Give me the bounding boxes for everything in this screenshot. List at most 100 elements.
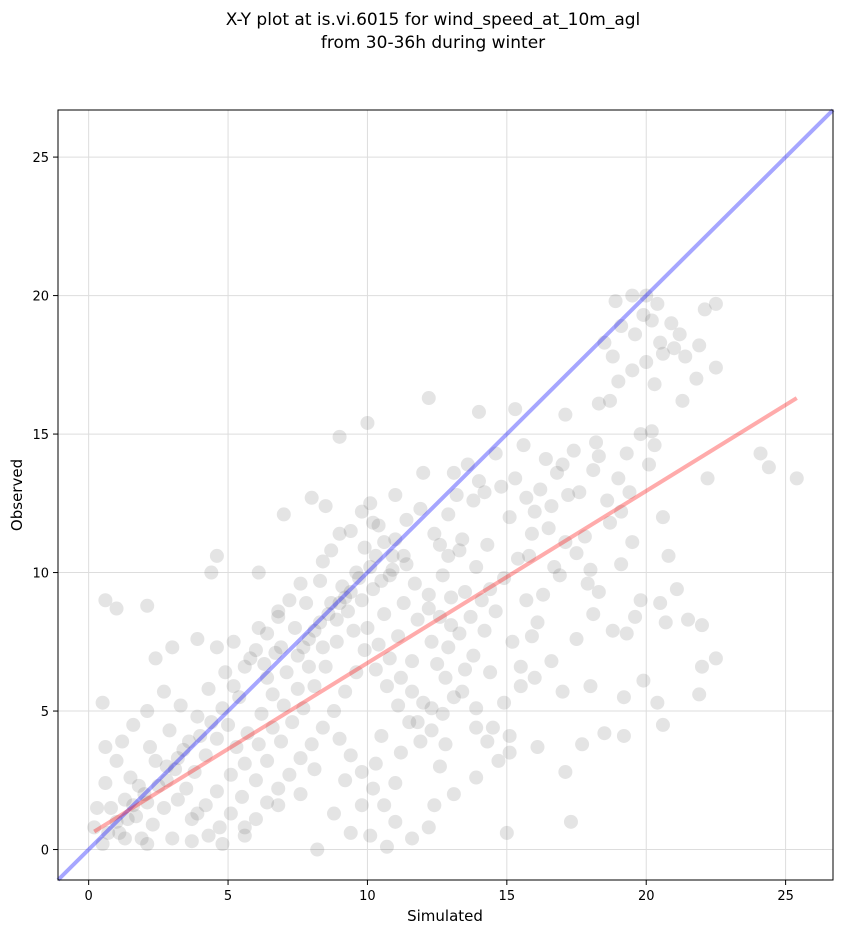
- scatter-point: [299, 596, 314, 611]
- scatter-point: [438, 737, 453, 752]
- scatter-point: [633, 593, 648, 608]
- scatter-point: [424, 723, 439, 738]
- reference-lines: [56, 108, 835, 882]
- scatter-point: [432, 537, 447, 552]
- scatter-point: [499, 825, 514, 840]
- scatter-point: [424, 634, 439, 649]
- scatter-point: [458, 584, 473, 599]
- scatter-point: [360, 415, 375, 430]
- scatter-point: [318, 499, 333, 514]
- scatter-point: [279, 665, 294, 680]
- scatter-point: [282, 593, 297, 608]
- x-tick-label: 20: [638, 889, 655, 904]
- scatter-point: [427, 526, 442, 541]
- x-tick-label: 15: [499, 889, 516, 904]
- scatter-point: [622, 485, 637, 500]
- scatter-point: [536, 587, 551, 602]
- scatter-point: [184, 812, 199, 827]
- scatter-point: [552, 568, 567, 583]
- scatter-point: [661, 548, 676, 563]
- scatter-point: [296, 701, 311, 716]
- scatter-point: [137, 787, 152, 802]
- scatter-point: [538, 451, 553, 466]
- scatter-point: [313, 615, 328, 630]
- scatter-point: [614, 557, 629, 572]
- scatter-point: [346, 623, 361, 638]
- scatter-point: [229, 740, 244, 755]
- scatter-point: [449, 488, 464, 502]
- scatter-point: [209, 548, 224, 563]
- scatter-point: [377, 607, 392, 622]
- scatter-point: [497, 695, 512, 710]
- scatter-point: [123, 770, 138, 785]
- scatter-point: [533, 482, 548, 497]
- scatter-point: [577, 529, 592, 544]
- scatter-point: [148, 651, 163, 666]
- scatter-point: [544, 499, 559, 514]
- scatter-point: [452, 626, 467, 641]
- scatter-point: [87, 820, 102, 835]
- scatter-point: [156, 684, 171, 699]
- x-axis-label: Simulated: [407, 907, 483, 925]
- scatter-point: [655, 717, 670, 732]
- scatter-point: [405, 831, 420, 846]
- scatter-point: [469, 701, 484, 716]
- scatter-point: [508, 471, 523, 486]
- scatter-point: [385, 562, 400, 577]
- scatter-point: [142, 740, 157, 755]
- scatter-point: [692, 338, 707, 353]
- scatter-point: [95, 836, 110, 851]
- scatter-point: [402, 715, 417, 730]
- scatter-point: [608, 294, 623, 309]
- scatter-point: [639, 355, 654, 370]
- scatter-point: [354, 764, 369, 779]
- scatter-point: [483, 665, 498, 680]
- scatter-point: [221, 717, 236, 732]
- scatter-point: [655, 510, 670, 525]
- scatter-point: [243, 651, 258, 666]
- scatter-point: [290, 648, 305, 663]
- scatter-point: [664, 316, 679, 331]
- scatter-point: [218, 665, 233, 680]
- scatter-point: [421, 391, 436, 406]
- scatter-point: [354, 593, 369, 608]
- scatter-point: [628, 327, 643, 342]
- scatter-point: [360, 620, 375, 635]
- scatter-point: [293, 787, 308, 802]
- scatter-point: [271, 798, 286, 813]
- scatter-point: [168, 762, 183, 777]
- scatter-point: [675, 393, 690, 408]
- scatter-point: [237, 756, 252, 771]
- scatter-point: [343, 524, 358, 539]
- scatter-point: [405, 654, 420, 669]
- scatter-point: [455, 684, 470, 699]
- chart-title-line-2: from 30-36h during winter: [321, 33, 545, 53]
- plot-frame: [57, 109, 834, 881]
- scatter-point: [444, 618, 459, 633]
- scatter-point: [644, 313, 659, 328]
- scatter-point: [407, 576, 422, 591]
- scatter-point: [541, 521, 556, 536]
- scatter-point: [416, 695, 431, 710]
- scatter-point: [563, 814, 578, 829]
- scatter-point: [510, 551, 525, 566]
- scatter-point: [463, 609, 478, 624]
- scatter-point: [681, 612, 696, 627]
- scatter-point: [600, 493, 615, 508]
- scatter-point: [547, 560, 562, 575]
- scatter-point: [569, 546, 584, 561]
- scatter-point: [240, 726, 255, 741]
- scatter-point: [650, 296, 665, 311]
- scatter-point: [591, 449, 606, 464]
- scatter-point: [388, 488, 403, 502]
- scatter-point: [156, 800, 171, 815]
- scatter-point: [589, 435, 604, 450]
- scatter-point: [591, 584, 606, 599]
- scatter-point: [193, 728, 208, 743]
- scatter-point: [393, 745, 408, 760]
- scatter-point: [438, 670, 453, 685]
- scatter-point: [232, 690, 247, 705]
- scatter-point: [614, 319, 629, 334]
- scatter-point: [639, 288, 654, 303]
- scatter-point: [396, 548, 411, 563]
